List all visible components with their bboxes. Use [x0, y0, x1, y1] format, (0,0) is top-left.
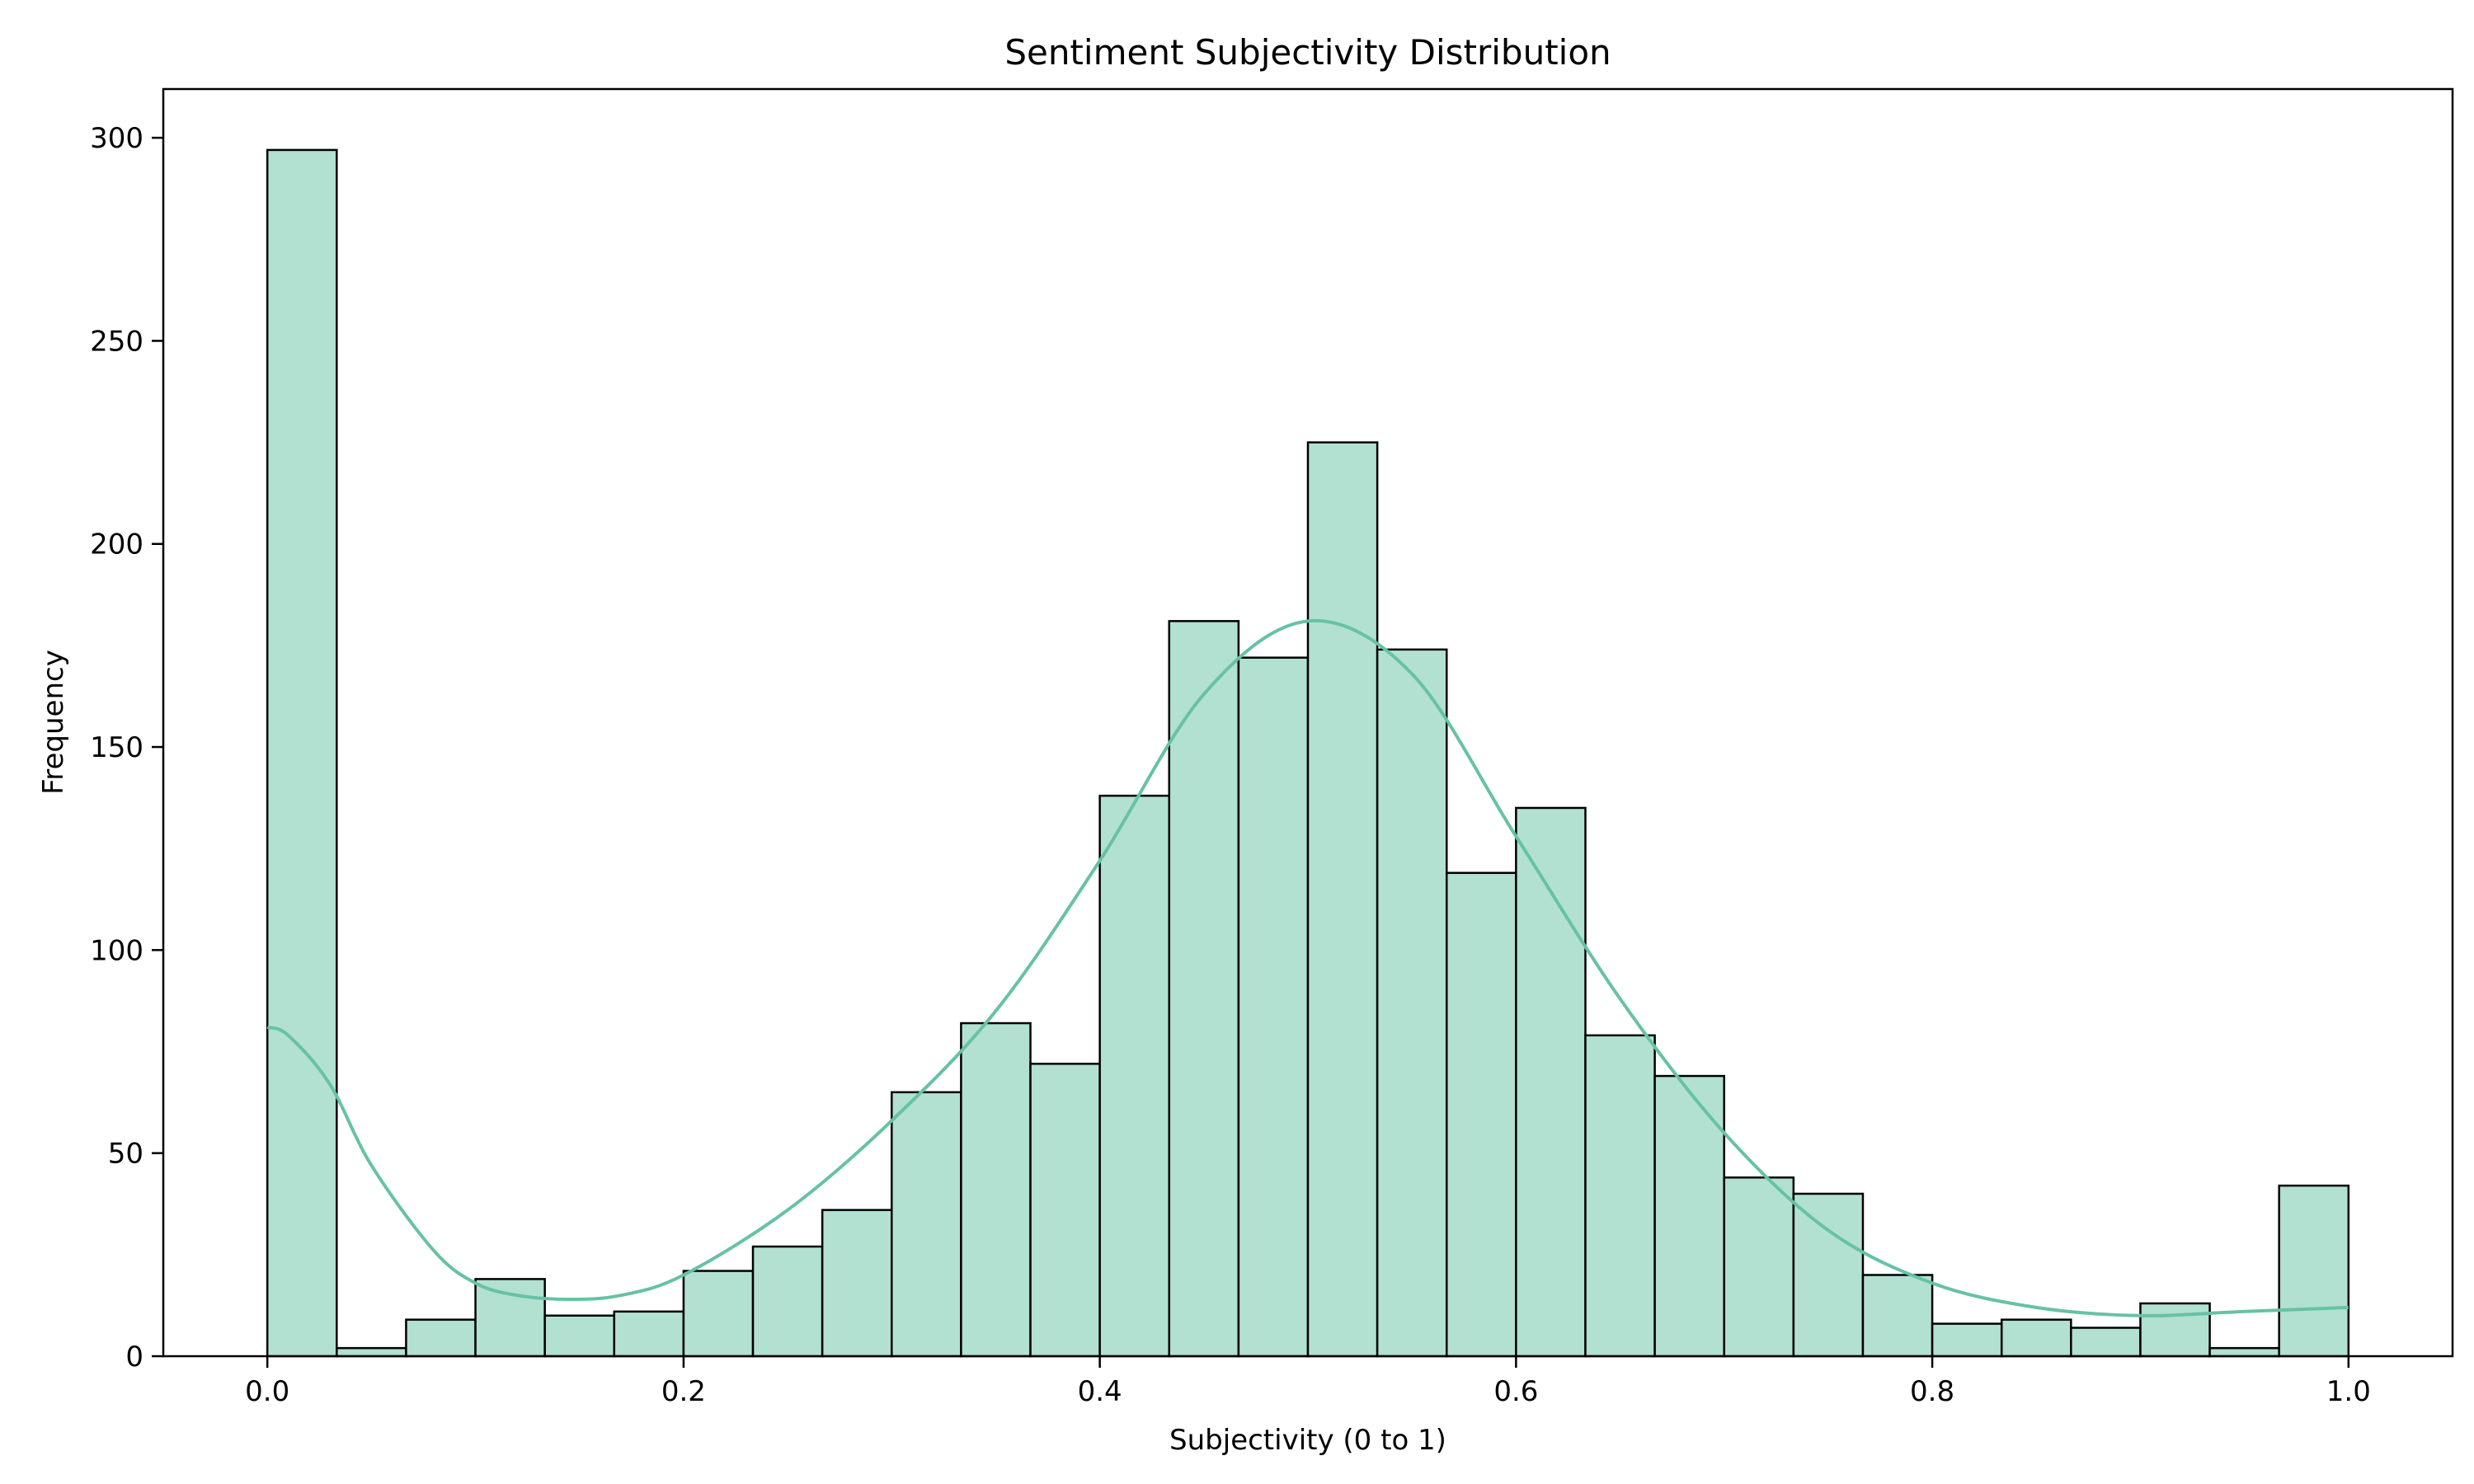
histogram-bar	[751, 1245, 824, 1358]
histogram-bar	[1376, 648, 1448, 1358]
histogram-bar	[266, 148, 338, 1358]
x-axis: 0.0 0.2 0.4 0.6 0.8 1.0	[245, 1356, 2371, 1408]
histogram-bar	[1792, 1192, 1865, 1358]
histogram-bar	[613, 1310, 685, 1358]
y-tick-label: 50	[108, 1138, 143, 1171]
histogram-bar	[2000, 1318, 2072, 1358]
histogram-bar	[1931, 1322, 2003, 1358]
y-tick-label: 100	[90, 934, 143, 967]
histogram-bar	[2278, 1184, 2350, 1358]
y-tick-label: 0	[125, 1341, 143, 1374]
histogram-bar	[1861, 1274, 1934, 1358]
x-tick-label: 0.4	[1078, 1375, 1122, 1408]
histogram-bar	[1306, 441, 1379, 1358]
histogram-bar	[891, 1091, 962, 1358]
x-axis-label: Subjectivity (0 to 1)	[1169, 1424, 1446, 1457]
y-tick-label: 300	[90, 122, 143, 155]
histogram-bar	[1723, 1176, 1795, 1358]
y-tick-label: 150	[90, 731, 143, 764]
histogram-bars	[266, 148, 2350, 1358]
histogram-bar	[2070, 1327, 2142, 1358]
histogram-bar	[2208, 1346, 2280, 1358]
histogram-bar	[821, 1209, 893, 1358]
histogram-bar	[1168, 620, 1240, 1358]
histogram-bar	[474, 1278, 546, 1358]
histogram-bar	[1515, 806, 1587, 1358]
histogram-bar	[1584, 1034, 1656, 1358]
histogram-bar	[2139, 1302, 2211, 1358]
histogram-bar	[1445, 871, 1517, 1358]
histogram-bar	[1237, 656, 1310, 1358]
x-tick-label: 0.6	[1493, 1375, 1538, 1408]
histogram-bar	[1098, 794, 1171, 1358]
kde-curve	[266, 618, 2349, 1317]
histogram-bar	[1029, 1063, 1101, 1358]
x-tick-label: 1.0	[2326, 1375, 2371, 1408]
x-tick-label: 0.2	[661, 1375, 706, 1408]
histogram-bar	[682, 1270, 755, 1358]
histogram-bar	[1653, 1074, 1725, 1358]
y-tick-label: 250	[90, 325, 143, 358]
x-tick-label: 0.0	[245, 1375, 289, 1408]
y-tick-label: 200	[90, 528, 143, 561]
y-axis-label: Frequency	[37, 650, 70, 795]
histogram-bar	[960, 1021, 1032, 1358]
plot-frame	[162, 87, 2454, 1358]
chart-title: Sentiment Subjectivity Distribution	[1004, 32, 1611, 73]
histogram-bar	[405, 1318, 477, 1358]
histogram-bar	[336, 1346, 407, 1358]
x-tick-label: 0.8	[1910, 1375, 1954, 1408]
histogram-bar	[543, 1314, 616, 1358]
y-axis: 0 50 100 150 200 250 300	[90, 122, 163, 1374]
